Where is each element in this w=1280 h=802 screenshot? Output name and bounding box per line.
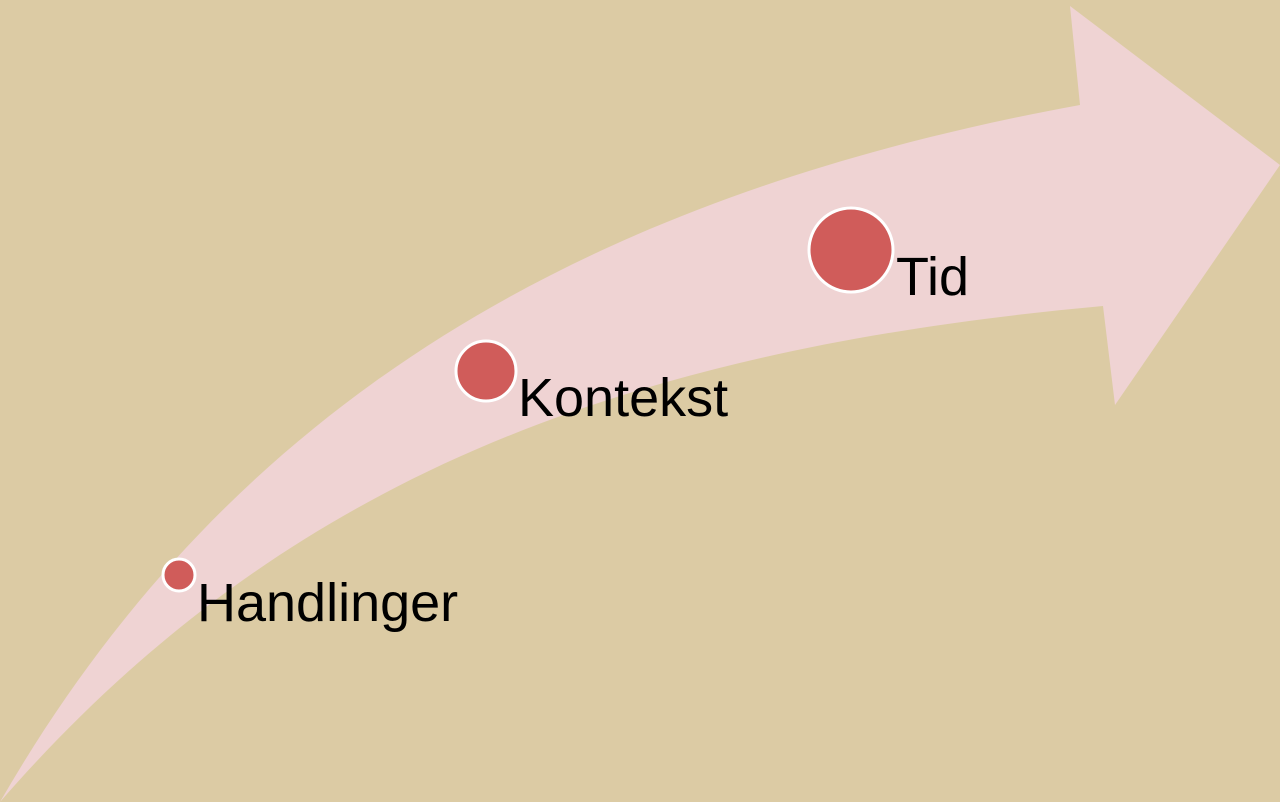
arrow	[0, 6, 1280, 802]
node-dot	[807, 206, 895, 294]
node-label: Tid	[896, 247, 969, 307]
node-dot	[454, 339, 518, 403]
node-dot	[161, 557, 197, 593]
node-label: Handlinger	[197, 573, 458, 633]
node-label: Kontekst	[518, 368, 728, 428]
